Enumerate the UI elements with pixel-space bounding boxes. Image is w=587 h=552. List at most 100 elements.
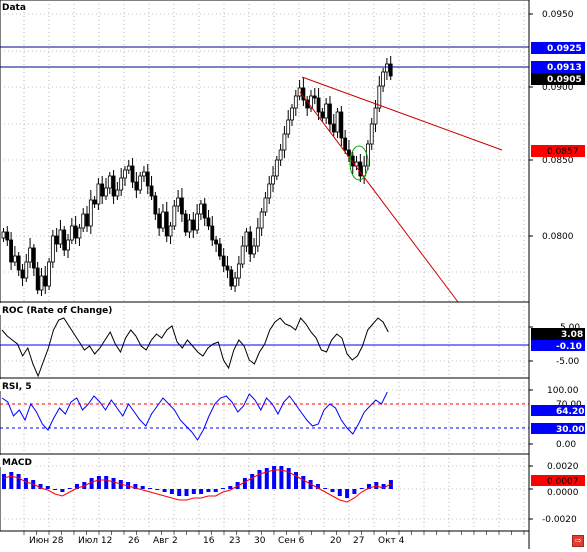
macd-bar <box>315 484 320 489</box>
candle-body <box>134 181 139 191</box>
macd-bar <box>2 474 6 489</box>
candle-body <box>358 161 363 177</box>
candle-body <box>39 275 44 291</box>
macd-bar <box>206 489 211 492</box>
macd-bar <box>133 484 138 489</box>
macd-tag: 0.0007 <box>547 477 579 487</box>
candle-body <box>142 171 146 177</box>
macd-bar <box>323 488 328 489</box>
macd-bar <box>301 476 306 489</box>
candle-body <box>153 195 158 215</box>
candle-body <box>54 235 59 245</box>
candle-body <box>229 269 234 287</box>
rsi-pane[interactable]: RSI, 5 <box>0 377 530 455</box>
roc-line <box>1 317 389 378</box>
macd-bar <box>177 489 182 496</box>
rsi-tag: 64.20 <box>556 407 584 417</box>
candle-body <box>20 269 25 279</box>
roc-tag: -0.10 <box>556 342 582 352</box>
price-tag: 0.0905 <box>547 75 582 85</box>
rsi-grid <box>0 378 529 454</box>
rsi-axis-label: 100.00 <box>547 386 579 396</box>
candle-body <box>354 161 359 167</box>
candle-body <box>130 165 135 183</box>
roc-pane[interactable]: ROC (Rate of Change) <box>0 301 530 379</box>
price-pane[interactable]: Data <box>0 0 530 303</box>
roc-pane-title: ROC (Rate of Change) <box>2 306 112 316</box>
candle-body <box>225 265 230 271</box>
candle-body <box>274 159 279 177</box>
candle-body <box>244 231 249 247</box>
candle-body <box>164 211 169 237</box>
macd-bar <box>45 486 50 489</box>
candle-body <box>180 197 184 215</box>
macd-pane[interactable]: MACD <box>0 453 530 532</box>
candle-body <box>43 275 48 287</box>
candle-body <box>16 255 21 271</box>
macd-bar <box>359 488 364 489</box>
macd-bar <box>345 489 350 498</box>
candle-body <box>123 169 127 179</box>
candle-body <box>85 213 89 227</box>
candle-body <box>328 103 332 125</box>
macd-bar <box>155 489 160 490</box>
candle-body <box>233 277 237 287</box>
macd-bar <box>38 484 43 489</box>
macd-bar <box>104 476 109 489</box>
time-axis-label: Июл 12 <box>78 536 112 546</box>
time-axis-label: 23 <box>229 536 240 546</box>
candle-body <box>119 177 124 191</box>
candle-body <box>183 213 188 233</box>
trendline-upper[interactable] <box>301 76 503 151</box>
candle-body <box>145 171 150 187</box>
candle-body <box>202 203 207 219</box>
pattern-ellipse[interactable] <box>349 145 369 181</box>
candle-body <box>286 119 291 135</box>
candle-body <box>381 71 386 87</box>
macd-signal-line <box>3 469 392 503</box>
candle-body <box>157 213 162 229</box>
candle-body <box>161 211 165 229</box>
candle-body <box>331 123 336 133</box>
macd-axis-label: 0.0000 <box>547 488 579 498</box>
candle-body <box>343 137 348 151</box>
candle-body <box>50 235 55 263</box>
macd-bar <box>191 489 196 494</box>
price-axis-label: 0.0850 <box>542 156 574 166</box>
candle-body <box>62 229 67 251</box>
time-axis-label: 26 <box>128 536 140 546</box>
macd-bar <box>272 466 277 489</box>
price-axis: 0.0950 0.0900 0.0850 0.0800 0.0925 0.091… <box>529 0 587 302</box>
candle-body <box>77 227 82 239</box>
candle-body <box>198 203 203 215</box>
candle-body <box>347 149 351 157</box>
candle-body <box>210 225 215 241</box>
candle-body <box>88 199 93 227</box>
macd-axis-label: 0.0020 <box>547 462 579 472</box>
exit-icon[interactable]: ⇨ <box>572 535 584 547</box>
price-tag-bg <box>531 61 585 73</box>
candle-body <box>271 175 275 185</box>
candle-body <box>1 231 6 239</box>
candle-body <box>92 199 97 205</box>
price-candles <box>1 56 393 296</box>
time-axis-label: 20 <box>330 536 342 546</box>
rsi-tag: 30.00 <box>556 425 584 435</box>
candle-body <box>73 225 78 239</box>
candle-body <box>214 239 218 245</box>
candle-body <box>324 103 329 119</box>
candle-body <box>191 219 196 231</box>
macd-bar <box>242 478 247 489</box>
candle-body <box>309 95 313 109</box>
trendline-lower[interactable] <box>299 91 459 303</box>
macd-bar <box>213 489 218 492</box>
time-axis-label: Авг 2 <box>153 536 178 546</box>
macd-bar <box>381 484 386 489</box>
price-pane-title: Data <box>2 3 26 13</box>
time-axis: Июн 28 Июл 12 26 Авг 2 16 23 30 Сен 6 20… <box>0 530 529 549</box>
candle-body <box>35 267 40 291</box>
candle-body <box>69 225 74 241</box>
macd-bar <box>352 489 357 494</box>
